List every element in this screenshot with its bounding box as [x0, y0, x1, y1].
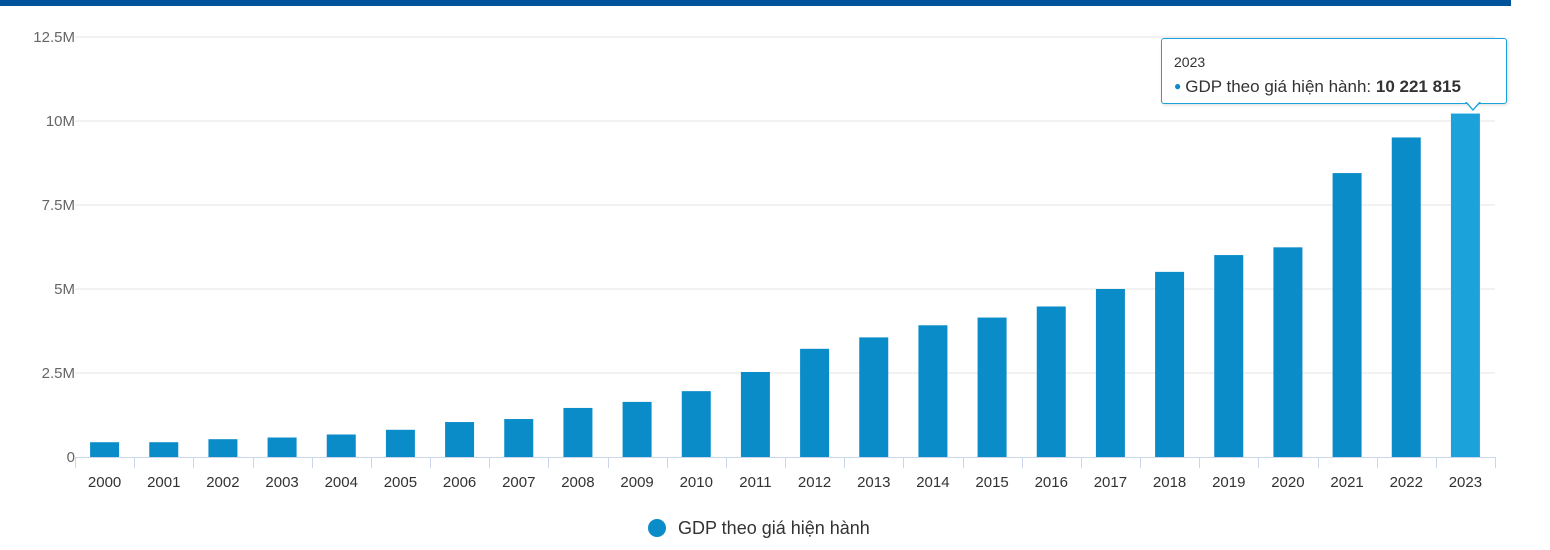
bar-2003[interactable] [267, 437, 297, 457]
y-axis-labels: 0 2.5M 5M 7.5M 10M 12.5M [33, 29, 75, 466]
x-tick-label: 2009 [620, 474, 653, 491]
legend[interactable]: GDP theo giá hiện hành [648, 516, 870, 540]
bar-2017[interactable] [1095, 289, 1125, 457]
y-tick-label: 7.5M [42, 197, 75, 214]
bar-2004[interactable] [326, 434, 356, 457]
x-tick-label: 2014 [916, 474, 949, 491]
bar-2007[interactable] [504, 419, 534, 457]
bar-2012[interactable] [800, 348, 830, 457]
y-tick-label: 2.5M [42, 365, 75, 382]
x-axis-labels: 2000 2001 2002 2003 2004 2005 2006 2007 2008 2009… [88, 474, 1482, 491]
x-tick-label: 2007 [502, 474, 535, 491]
bar-2005[interactable] [385, 429, 415, 457]
x-tick-label: 2005 [384, 474, 417, 491]
x-tick-label: 2018 [1153, 474, 1186, 491]
y-tick-label: 10M [46, 113, 75, 130]
tooltip-series-label: GDP theo giá hiện hành: [1185, 77, 1376, 96]
x-tick-label: 2006 [443, 474, 476, 491]
bar-2011[interactable] [740, 371, 770, 457]
legend-series-dot-icon [648, 519, 666, 537]
x-tick-label: 2021 [1330, 474, 1363, 491]
x-tick-label: 2004 [325, 474, 358, 491]
bar-2016[interactable] [1036, 306, 1066, 457]
bar-2019[interactable] [1214, 255, 1244, 457]
tooltip: 2023 ● GDP theo giá hiện hành: 10 221 815 [1161, 38, 1507, 104]
x-tick-label: 2000 [88, 474, 121, 491]
tooltip-line: ● GDP theo giá hiện hành: 10 221 815 [1174, 77, 1461, 97]
x-tick-label: 2015 [975, 474, 1008, 491]
bar-2000[interactable] [90, 442, 120, 457]
bar-2013[interactable] [859, 337, 889, 457]
x-tick-label: 2013 [857, 474, 890, 491]
x-tick-label: 2002 [206, 474, 239, 491]
bar-2010[interactable] [681, 391, 711, 457]
y-tick-label: 12.5M [33, 29, 75, 46]
bar-2018[interactable] [1155, 271, 1185, 457]
y-tick-label: 0 [67, 449, 75, 466]
tooltip-caret-inner [1466, 101, 1480, 109]
bar-2022[interactable] [1391, 137, 1421, 458]
bar-2006[interactable] [445, 422, 475, 457]
grid-lines [75, 36, 1495, 374]
x-tick-label: 2010 [680, 474, 713, 491]
bar-2015[interactable] [977, 317, 1007, 457]
x-tick-label: 2011 [739, 474, 771, 491]
x-tick-label: 2003 [265, 474, 298, 491]
x-tick-label: 2023 [1449, 474, 1482, 491]
bar-2008[interactable] [563, 407, 593, 457]
x-axis [75, 457, 1496, 468]
x-tick-label: 2001 [147, 474, 180, 491]
bar-2014[interactable] [918, 325, 948, 457]
bar-2020[interactable] [1273, 247, 1303, 457]
tooltip-year: 2023 [1174, 54, 1206, 70]
x-tick-label: 2012 [798, 474, 831, 491]
x-tick-label: 2017 [1094, 474, 1127, 491]
top-accent-bar [0, 0, 1511, 6]
bar-2001[interactable] [149, 442, 179, 457]
bar-2021[interactable] [1332, 173, 1362, 457]
tooltip-value: 10 221 815 [1375, 77, 1461, 96]
bar-2002[interactable] [208, 439, 238, 457]
bar-2009[interactable] [622, 401, 652, 457]
legend-label: GDP theo giá hiện hành [678, 517, 870, 538]
bar-2023[interactable] [1450, 113, 1480, 458]
x-tick-label: 2019 [1212, 474, 1245, 491]
bars [90, 113, 1480, 458]
x-tick-label: 2008 [561, 474, 594, 491]
x-tick-label: 2016 [1035, 474, 1068, 491]
y-tick-label: 5M [54, 281, 75, 298]
x-tick-label: 2020 [1271, 474, 1304, 491]
tooltip-series-dot-icon: ● [1174, 79, 1182, 93]
x-tick-label: 2022 [1390, 474, 1423, 491]
